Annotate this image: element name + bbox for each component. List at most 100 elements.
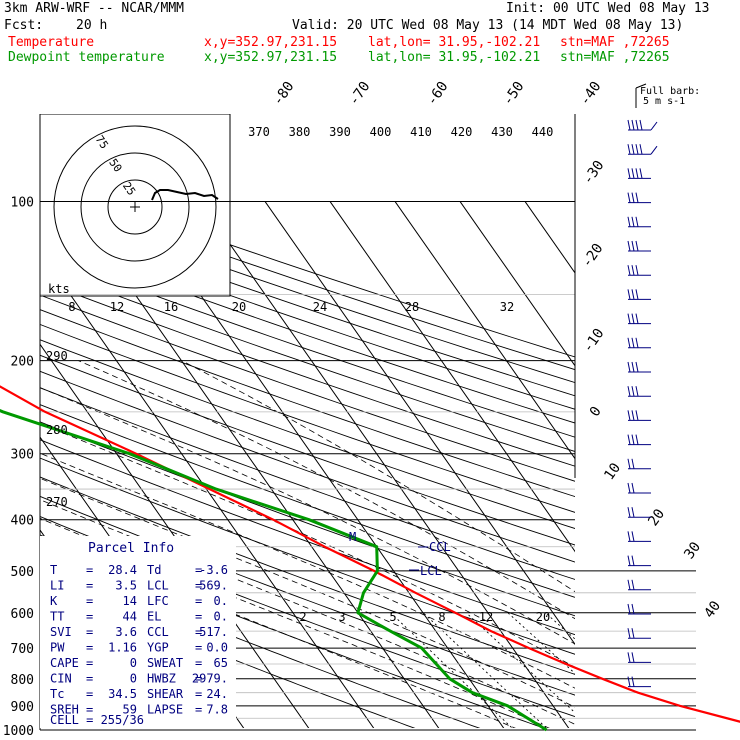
wind-barb-feather	[631, 216, 635, 227]
wind-barb-feather	[631, 192, 635, 203]
temperature-station: stn=MAF ,72265	[560, 35, 670, 50]
wind-barb	[627, 361, 651, 373]
parcel-info-title: Parcel Info	[88, 541, 174, 556]
parcel-param-label: Td	[147, 563, 161, 577]
parcel-param-value: 24.	[206, 687, 228, 701]
parcel-param-label: SREH	[50, 703, 79, 717]
valid-time: Valid: 20 UTC Wed 08 May 13 (14 MDT Wed …	[292, 18, 684, 33]
lcl-annotation: LCL	[420, 564, 442, 578]
theta-label: 440	[532, 125, 554, 139]
wind-barb	[627, 289, 651, 300]
parcel-equals: =	[195, 625, 202, 639]
hodograph-speed-label: 20	[232, 300, 246, 314]
wind-barb-feather	[639, 168, 643, 179]
hodograph-speed-label: 28	[405, 300, 419, 314]
wind-barb-feather	[627, 652, 631, 663]
isotherm-label: 30	[681, 539, 704, 562]
isotherm-label: -60	[424, 79, 452, 109]
dewpoint-station: stn=MAF ,72265	[560, 50, 670, 65]
parcel-info-row: Tc = 34.5 SHEAR = 24.	[50, 687, 228, 701]
isotherm-line	[459, 201, 575, 367]
wind-barbs: Full barb:5 m s-1	[627, 83, 700, 688]
isotherm-label: 20	[645, 506, 668, 529]
wind-barb-feather	[627, 386, 631, 397]
parcel-param-label: Tc	[50, 687, 64, 701]
wind-barb-tip	[650, 121, 658, 131]
moist-adiabat	[181, 360, 575, 593]
parcel-equals: =	[195, 641, 202, 655]
temperature-latlon: lat,lon= 31.95,-102.21	[368, 35, 541, 50]
parcel-param-value: 1.16	[108, 641, 137, 655]
pressure-tick-label: 400	[11, 514, 34, 529]
parcel-param-label: CAPE	[50, 656, 79, 670]
dewpoint-latlon: lat,lon= 31.95,-102.21	[368, 50, 541, 65]
temperature-trace	[0, 385, 740, 723]
temperature-xy: x,y=352.97,231.15	[204, 35, 338, 50]
hodograph-ring	[107, 179, 163, 235]
dewpoint-trace	[0, 409, 548, 732]
parcel-equals: =	[195, 656, 202, 670]
wind-barb-feather	[635, 144, 639, 155]
dry-adiabat	[40, 370, 575, 563]
pressure-tick-label: 1000	[3, 724, 34, 739]
wind-barb-feather	[635, 192, 639, 203]
dry-adiabat	[40, 404, 575, 598]
pressure-tick-label: 500	[11, 565, 34, 580]
wind-barb-feather	[639, 144, 643, 155]
wind-barb-feather	[627, 531, 631, 542]
wind-barb-feather	[631, 603, 635, 615]
wind-barb	[627, 434, 651, 446]
parcel-param-value: 0	[130, 672, 137, 686]
hodograph-ring-label: 25	[120, 180, 138, 198]
wind-barb-feather	[627, 676, 631, 687]
pressure-tick-label: 600	[11, 607, 34, 622]
wind-barb-feather	[627, 240, 631, 252]
parcel-param-label: LCL	[147, 579, 169, 593]
pressure-tick-label: 300	[11, 448, 34, 463]
wind-barb-feather	[635, 434, 639, 445]
parcel-equals: =	[195, 563, 202, 577]
wind-barb-feather	[635, 313, 639, 324]
parcel-param-value: 0	[130, 656, 137, 670]
hodograph-ring	[53, 125, 217, 289]
parcel-param-label: PW	[50, 641, 65, 655]
mixing-ratio-line	[595, 613, 740, 740]
wind-barb-feather	[631, 361, 635, 373]
dry-adiabat	[40, 354, 575, 546]
wind-barb-feather	[631, 434, 635, 445]
wind-barb	[627, 313, 651, 325]
parcel-param-value: 59	[123, 703, 137, 717]
parcel-equals: =	[195, 703, 202, 717]
parcel-param-label: LI	[50, 579, 64, 593]
wind-barb	[627, 628, 651, 639]
parcel-param-value: 7.8	[206, 703, 228, 717]
wind-barb-feather	[635, 168, 639, 179]
wind-barb-feather	[631, 386, 635, 397]
wind-barb	[627, 603, 651, 615]
wind-barb-feather	[627, 216, 631, 227]
dry-adiabat	[40, 309, 575, 498]
parcel-equals: =	[86, 625, 93, 639]
barb-legend-value: 5 m s-1	[643, 96, 685, 107]
parcel-param-value: 0.0	[206, 641, 228, 655]
dry-adiabat	[40, 457, 575, 655]
dry-adiabat	[40, 266, 575, 452]
moist-adiabat	[40, 387, 575, 645]
parcel-info-row: T = 28.4 Td =-3.6	[50, 563, 228, 577]
parcel-param-value: 517.	[199, 625, 228, 639]
parcel-param-value: 14	[123, 594, 137, 608]
wind-barb-feather	[631, 240, 635, 252]
wind-barb-feather	[627, 628, 631, 639]
wind-barb	[627, 410, 651, 421]
isotherm-line	[199, 201, 570, 728]
parcel-equals: =	[86, 641, 93, 655]
parcel-param-label: SHEAR	[147, 687, 184, 701]
wind-barb-feather	[631, 482, 635, 494]
hodograph-ring-label: 75	[93, 133, 111, 151]
hodograph-speed-label: 24	[313, 300, 327, 314]
temperature-legend-label: Temperature	[8, 35, 95, 50]
parcel-equals: =	[86, 594, 93, 608]
wind-barb-feather	[631, 652, 635, 663]
isotherm-label: -20	[579, 241, 607, 271]
